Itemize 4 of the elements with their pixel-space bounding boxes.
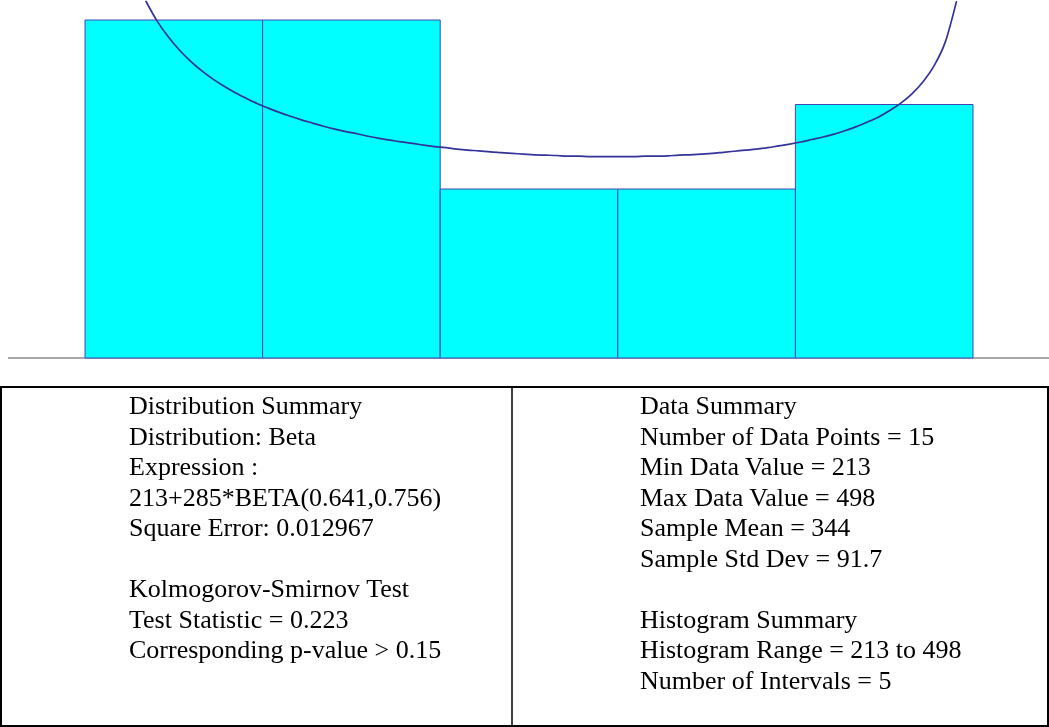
text: Data Summary Number of Data Points = 15 Min Data Value = 213 Max Data Value = 498 Sample Mean = 344 Sample Std Dev = 91.7 [640, 391, 935, 573]
text: Kolmogorov-Smirnov Test Test Statistic = 0.223 Corresponding p-value > 0.15 [129, 574, 442, 664]
text: Histogram Summary Histogram Range = 213 to 498 Number of Intervals = 5 [640, 604, 962, 695]
text: Distribution Summary Distribution: Beta Expression : 213+285*BETA(0.641,0.756) Square Error: 0.012967 [129, 391, 442, 542]
